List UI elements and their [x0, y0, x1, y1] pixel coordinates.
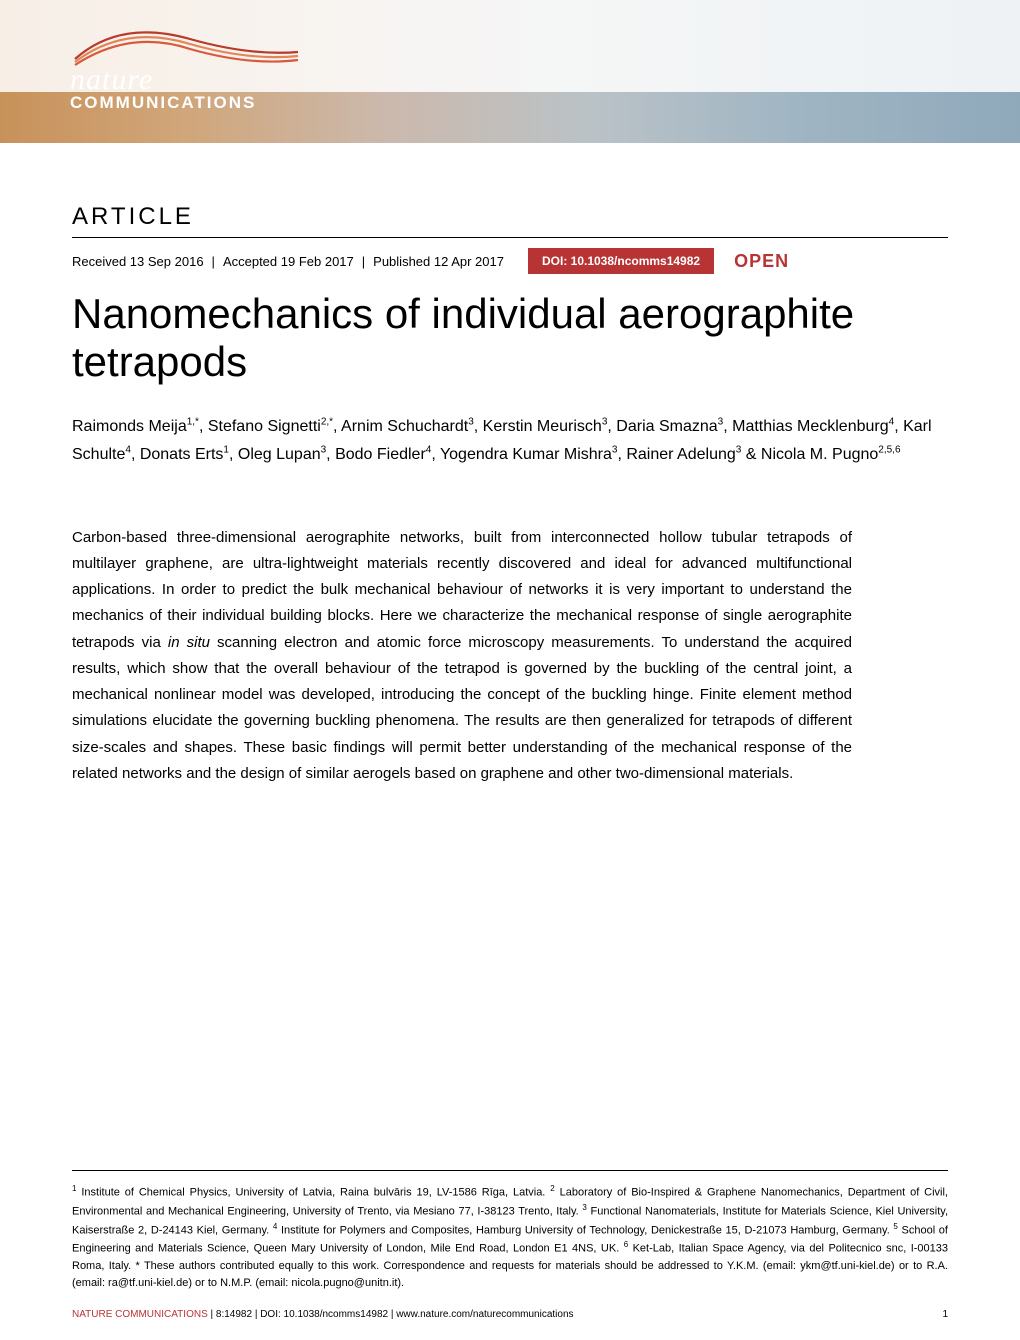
- received-date: Received 13 Sep 2016: [72, 254, 204, 269]
- doi-badge: DOI: 10.1038/ncomms14982: [528, 248, 714, 274]
- abstract-text: Carbon-based three-dimensional aerograph…: [72, 525, 852, 788]
- article-content: ARTICLE Received 13 Sep 2016|Accepted 19…: [0, 143, 1020, 787]
- page-footer: NATURE COMMUNICATIONS | 8:14982 | DOI: 1…: [72, 1309, 948, 1320]
- journal-name-line2: COMMUNICATIONS: [70, 93, 300, 113]
- article-label: ARTICLE: [72, 203, 948, 231]
- author-list: Raimonds Meija1,*, Stefano Signetti2,*, …: [72, 413, 948, 469]
- published-date: Published 12 Apr 2017: [373, 254, 504, 269]
- footer-citation-text: | 8:14982 | DOI: 10.1038/ncomms14982 | w…: [211, 1309, 574, 1320]
- affiliations-block: 1 Institute of Chemical Physics, Univers…: [72, 1170, 948, 1292]
- affiliations-text: 1 Institute of Chemical Physics, Univers…: [72, 1183, 948, 1292]
- footer-journal: NATURE COMMUNICATIONS: [72, 1309, 208, 1320]
- journal-logo: nature COMMUNICATIONS: [70, 14, 300, 113]
- article-dates: Received 13 Sep 2016|Accepted 19 Feb 201…: [72, 254, 504, 269]
- journal-header: nature COMMUNICATIONS: [0, 0, 1020, 143]
- accepted-date: Accepted 19 Feb 2017: [223, 254, 354, 269]
- article-title: Nanomechanics of individual aerographite…: [72, 290, 948, 387]
- page-number: 1: [942, 1309, 948, 1320]
- open-access-label: OPEN: [734, 251, 789, 272]
- article-meta-line: Received 13 Sep 2016|Accepted 19 Feb 201…: [72, 237, 948, 274]
- footer-citation: NATURE COMMUNICATIONS | 8:14982 | DOI: 1…: [72, 1309, 574, 1320]
